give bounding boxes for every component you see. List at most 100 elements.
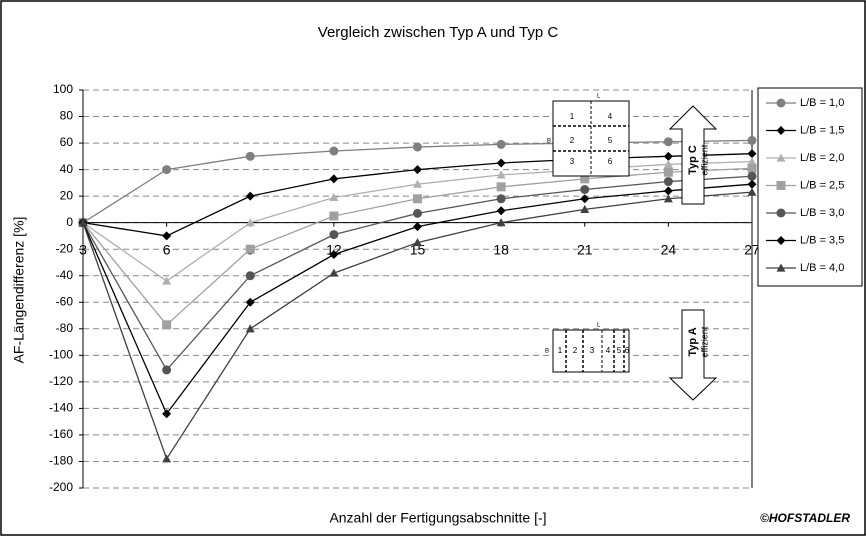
legend-label: L/B = 2,0 bbox=[800, 152, 844, 164]
inset-cell: 2 bbox=[573, 346, 578, 355]
x-tick-label: 18 bbox=[493, 241, 509, 257]
marker bbox=[329, 211, 339, 221]
y-tick-label: -180 bbox=[49, 454, 73, 468]
marker bbox=[329, 268, 339, 277]
arrow-down bbox=[668, 309, 718, 401]
legend: L/B = 1,0 L/B = 1,5 L/B = 2,0 L/B = 2,5 L/B … bbox=[766, 97, 844, 274]
marker bbox=[245, 244, 255, 254]
marker bbox=[245, 324, 255, 333]
marker bbox=[329, 230, 339, 240]
marker bbox=[329, 146, 339, 156]
y-tick-label: 80 bbox=[60, 109, 74, 123]
inset-width: B bbox=[545, 349, 549, 355]
inset-cell: 2 bbox=[570, 136, 575, 145]
legend-label: L/B = 2,5 bbox=[800, 179, 844, 191]
x-tick-label: 24 bbox=[661, 241, 677, 257]
marker bbox=[776, 126, 786, 135]
legend-box bbox=[757, 87, 863, 287]
marker bbox=[776, 208, 786, 218]
x-tick-label: 27 bbox=[744, 241, 760, 257]
y-tick-label: 20 bbox=[60, 188, 74, 202]
marker bbox=[496, 206, 506, 216]
marker bbox=[245, 271, 255, 281]
marker bbox=[162, 165, 172, 175]
marker bbox=[747, 135, 757, 145]
inset-cell: 6 bbox=[608, 157, 613, 166]
y-tick-label: -60 bbox=[56, 294, 74, 308]
inset-note: effizient bbox=[699, 144, 709, 175]
y-tick-label: 60 bbox=[60, 135, 74, 149]
marker bbox=[496, 139, 506, 149]
marker bbox=[663, 159, 673, 168]
inset-label: Typ C bbox=[687, 145, 699, 175]
inset-cell: 5 bbox=[617, 346, 622, 355]
inset-cell: 5 bbox=[608, 136, 613, 145]
y-tick-label: -140 bbox=[49, 401, 73, 415]
marker bbox=[747, 179, 757, 189]
inset-cell: 1 bbox=[558, 346, 563, 355]
marker bbox=[663, 194, 673, 203]
legend-label: L/B = 1,0 bbox=[800, 97, 844, 109]
marker bbox=[162, 454, 172, 463]
inset-note: effizient bbox=[699, 326, 709, 357]
inset-length: L bbox=[597, 94, 601, 100]
y-tick-label: -40 bbox=[56, 268, 74, 282]
inset-cell: 4 bbox=[608, 112, 613, 121]
marker bbox=[496, 194, 506, 204]
y-tick-label: 100 bbox=[53, 82, 73, 96]
marker bbox=[162, 276, 172, 285]
marker bbox=[747, 171, 757, 181]
x-tick-label: 21 bbox=[577, 241, 593, 257]
marker bbox=[245, 297, 255, 307]
y-tick-label: -20 bbox=[56, 241, 74, 255]
marker bbox=[329, 250, 339, 260]
marker bbox=[776, 236, 786, 245]
marker bbox=[747, 187, 757, 196]
inset-label: Typ A bbox=[687, 327, 699, 356]
insets: 1 2 3 4 5 6 L B Typ C effizient 1 2 3 4 … bbox=[545, 94, 718, 401]
marker bbox=[162, 365, 172, 375]
marker bbox=[580, 204, 590, 213]
marker bbox=[413, 238, 422, 247]
marker bbox=[413, 222, 422, 232]
inset-cell: 3 bbox=[590, 346, 595, 355]
x-tick-label: 3 bbox=[79, 241, 87, 257]
marker bbox=[776, 153, 786, 162]
inset-cell: 3 bbox=[570, 157, 575, 166]
marker bbox=[663, 177, 673, 187]
marker bbox=[162, 409, 172, 419]
marker bbox=[663, 151, 673, 161]
chart-title: Vergleich zwischen Typ A und Typ C bbox=[318, 24, 559, 41]
marker bbox=[162, 320, 172, 330]
y-tick-label: 40 bbox=[60, 162, 74, 176]
marker bbox=[413, 142, 422, 152]
inset-length: L bbox=[597, 323, 601, 329]
marker bbox=[245, 151, 255, 161]
y-tick-label: -100 bbox=[49, 348, 73, 362]
marker bbox=[663, 186, 673, 196]
y-tick-label: -200 bbox=[49, 480, 73, 494]
inset-cell: 4 bbox=[606, 346, 611, 355]
marker bbox=[580, 174, 590, 184]
y-axis-label: AF-Längendifferenz [%] bbox=[11, 217, 27, 364]
marker bbox=[329, 174, 339, 184]
marker bbox=[413, 194, 422, 204]
inset-cell: 6 bbox=[625, 346, 630, 355]
marker bbox=[162, 231, 172, 241]
x-axis-label: Anzahl der Fertigungsabschnitte [-] bbox=[329, 510, 546, 526]
legend-label: L/B = 4,0 bbox=[800, 262, 844, 274]
y-tick-label: -160 bbox=[49, 427, 73, 441]
marker bbox=[580, 194, 590, 204]
marker bbox=[580, 185, 590, 194]
marker bbox=[747, 163, 757, 173]
y-tick-label: 0 bbox=[66, 215, 73, 229]
y-tick-label: -80 bbox=[56, 321, 74, 335]
inset-cell: 1 bbox=[570, 112, 575, 121]
marker bbox=[776, 263, 786, 272]
legend-label: L/B = 3,5 bbox=[800, 234, 844, 246]
marker bbox=[496, 170, 506, 179]
marker bbox=[413, 179, 422, 188]
marker bbox=[413, 165, 422, 175]
